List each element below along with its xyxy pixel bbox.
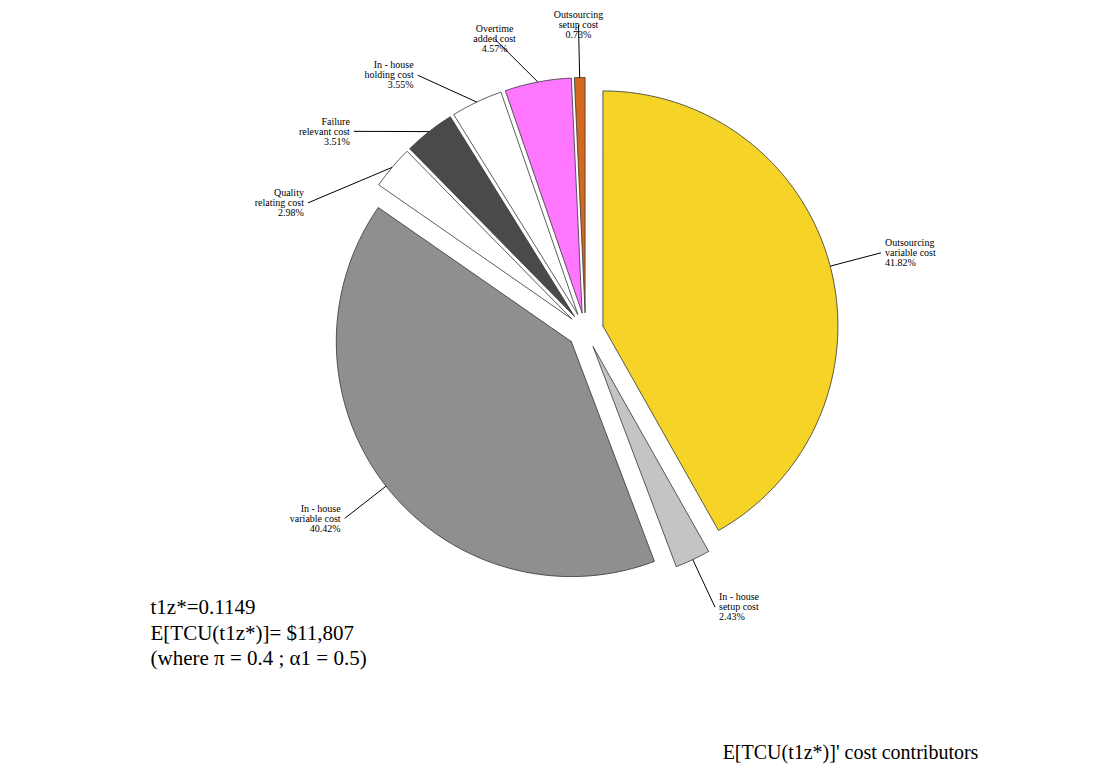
svg-text:Failurerelevant cost3.51%: Failurerelevant cost3.51%	[299, 116, 350, 147]
svg-text:In - housevariable cost40.42%: In - housevariable cost40.42%	[290, 503, 341, 534]
svg-text:In - housesetup cost2.43%: In - housesetup cost2.43%	[719, 591, 760, 622]
svg-text:t1z*=0.1149E[TCU(t1z*)]= $11,8: t1z*=0.1149E[TCU(t1z*)]= $11,807(where π…	[151, 595, 367, 669]
svg-text:E[TCU(t1z*)]' cost contributor: E[TCU(t1z*)]' cost contributors	[723, 741, 979, 764]
svg-text:In - householding cost3.55%: In - householding cost3.55%	[365, 59, 415, 90]
svg-text:Outsourcingsetup cost0.73%: Outsourcingsetup cost0.73%	[554, 9, 603, 40]
svg-text:Outsourcingvariable cost41.82%: Outsourcingvariable cost41.82%	[885, 237, 936, 268]
svg-text:Overtimeadded cost4.57%: Overtimeadded cost4.57%	[473, 23, 516, 54]
svg-text:Qualityrelating cost2.98%: Qualityrelating cost2.98%	[255, 187, 304, 218]
